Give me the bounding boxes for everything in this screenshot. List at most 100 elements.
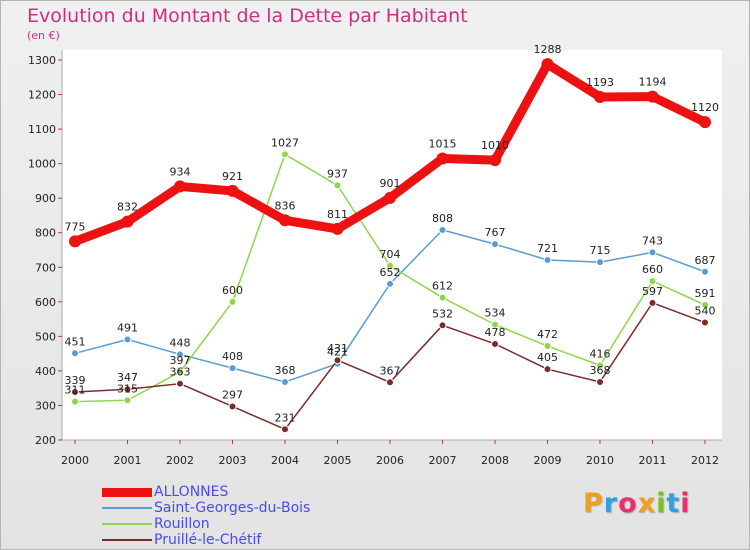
x-tick-label: 2009 xyxy=(534,454,562,467)
data-point-saint-georges-du-bois xyxy=(438,225,447,234)
data-point-pruille-le-chetif xyxy=(543,365,552,374)
data-label-rouillon: 534 xyxy=(485,307,506,320)
legend-swatch xyxy=(102,539,152,541)
data-label-saint-georges-du-bois: 451 xyxy=(65,335,86,348)
data-label-rouillon: 612 xyxy=(432,280,453,293)
data-label-saint-georges-du-bois: 808 xyxy=(432,212,453,225)
data-point-rouillon xyxy=(648,277,657,286)
legend-label: ALLONNES xyxy=(154,484,229,500)
data-label-rouillon: 600 xyxy=(222,284,243,297)
data-point-rouillon xyxy=(71,397,79,406)
data-point-rouillon xyxy=(596,361,604,370)
data-point-allonnes xyxy=(279,214,291,227)
data-point-allonnes xyxy=(436,152,449,165)
data-label-rouillon: 660 xyxy=(642,263,663,276)
data-label-allonnes: 1015 xyxy=(429,137,457,150)
data-point-allonnes xyxy=(226,184,239,197)
data-point-rouillon xyxy=(491,320,499,329)
data-label-allonnes: 901 xyxy=(380,177,401,190)
data-label-pruille-le-chetif: 597 xyxy=(642,285,663,298)
data-label-rouillon: 311 xyxy=(65,384,86,397)
data-label-rouillon: 704 xyxy=(380,248,401,261)
data-label-saint-georges-du-bois: 421 xyxy=(327,346,348,359)
data-point-pruille-le-chetif xyxy=(228,402,237,411)
legend-item-rouillon: Rouillon xyxy=(102,516,310,532)
x-tick-label: 2003 xyxy=(219,454,247,467)
data-point-rouillon xyxy=(123,396,132,405)
data-label-saint-georges-du-bois: 448 xyxy=(170,336,191,349)
data-point-pruille-le-chetif xyxy=(333,356,342,365)
data-label-allonnes: 1193 xyxy=(586,76,614,89)
data-label-saint-georges-du-bois: 491 xyxy=(117,321,138,334)
data-point-pruille-le-chetif xyxy=(281,425,289,434)
data-label-rouillon: 937 xyxy=(327,167,348,180)
y-tick-label: 900 xyxy=(35,192,56,205)
x-tick-label: 2008 xyxy=(481,454,509,467)
y-tick-label: 800 xyxy=(35,227,56,240)
data-point-allonnes xyxy=(121,215,134,228)
data-point-pruille-le-chetif xyxy=(438,321,447,330)
data-point-allonnes xyxy=(69,235,81,248)
data-point-allonnes xyxy=(384,191,396,204)
data-point-rouillon xyxy=(543,342,552,351)
data-point-saint-georges-du-bois xyxy=(701,267,709,276)
data-label-pruille-le-chetif: 532 xyxy=(432,307,453,320)
data-label-allonnes: 836 xyxy=(275,199,296,212)
x-tick-label: 2001 xyxy=(114,454,142,467)
legend: ALLONNES Saint-Georges-du-Bois Rouillon Pru… xyxy=(102,484,310,548)
data-label-saint-georges-du-bois: 687 xyxy=(695,254,716,267)
x-tick-label: 2007 xyxy=(429,454,457,467)
data-label-allonnes: 832 xyxy=(117,201,138,214)
data-label-allonnes: 1194 xyxy=(639,76,667,89)
legend-label: Saint-Georges-du-Bois xyxy=(154,500,311,516)
data-point-allonnes xyxy=(331,222,344,235)
y-tick-label: 500 xyxy=(35,330,56,343)
y-tick-label: 200 xyxy=(35,434,56,447)
x-tick-label: 2011 xyxy=(639,454,667,467)
data-label-pruille-le-chetif: 367 xyxy=(380,364,401,377)
data-point-pruille-le-chetif xyxy=(491,339,499,348)
y-tick-label: 400 xyxy=(35,365,56,378)
legend-swatch xyxy=(102,507,152,509)
legend-swatch xyxy=(102,523,152,525)
data-label-pruille-le-chetif: 405 xyxy=(537,351,558,364)
x-tick-label: 2005 xyxy=(324,454,352,467)
data-label-pruille-le-chetif: 339 xyxy=(65,374,86,387)
x-tick-label: 2000 xyxy=(61,454,89,467)
data-label-saint-georges-du-bois: 368 xyxy=(275,364,296,377)
legend-item-allonnes: ALLONNES xyxy=(102,484,310,500)
legend-swatch xyxy=(102,487,152,497)
data-label-rouillon: 472 xyxy=(537,328,558,341)
data-point-rouillon xyxy=(228,297,237,306)
data-point-pruille-le-chetif xyxy=(386,378,394,387)
data-point-rouillon xyxy=(333,181,342,190)
data-point-pruille-le-chetif xyxy=(71,387,79,396)
data-label-allonnes: 921 xyxy=(222,170,243,183)
data-point-saint-georges-du-bois xyxy=(543,256,552,265)
y-tick-label: 1000 xyxy=(28,158,56,171)
data-point-saint-georges-du-bois xyxy=(228,364,237,373)
data-point-allonnes xyxy=(699,116,711,129)
data-point-saint-georges-du-bois xyxy=(123,335,132,344)
data-label-allonnes: 934 xyxy=(170,165,191,178)
data-point-rouillon xyxy=(386,261,394,270)
data-label-pruille-le-chetif: 368 xyxy=(590,364,611,377)
data-point-saint-georges-du-bois xyxy=(71,349,79,358)
data-label-pruille-le-chetif: 540 xyxy=(695,305,716,318)
data-label-saint-georges-du-bois: 652 xyxy=(380,266,401,279)
x-tick-label: 2004 xyxy=(271,454,299,467)
data-point-allonnes xyxy=(541,58,554,71)
legend-item-pruille-le-chetif: Pruillé-le-Chétif xyxy=(102,532,310,548)
y-tick-label: 700 xyxy=(35,261,56,274)
data-label-pruille-le-chetif: 231 xyxy=(275,411,296,424)
data-point-saint-georges-du-bois xyxy=(491,240,499,249)
data-point-pruille-le-chetif xyxy=(701,318,709,327)
data-point-rouillon xyxy=(281,150,289,159)
y-tick-label: 300 xyxy=(35,399,56,412)
data-label-allonnes: 1010 xyxy=(481,139,509,152)
data-label-rouillon: 397 xyxy=(170,354,191,367)
data-point-allonnes xyxy=(489,154,501,167)
y-tick-label: 1300 xyxy=(28,54,56,67)
data-label-pruille-le-chetif: 297 xyxy=(222,388,243,401)
